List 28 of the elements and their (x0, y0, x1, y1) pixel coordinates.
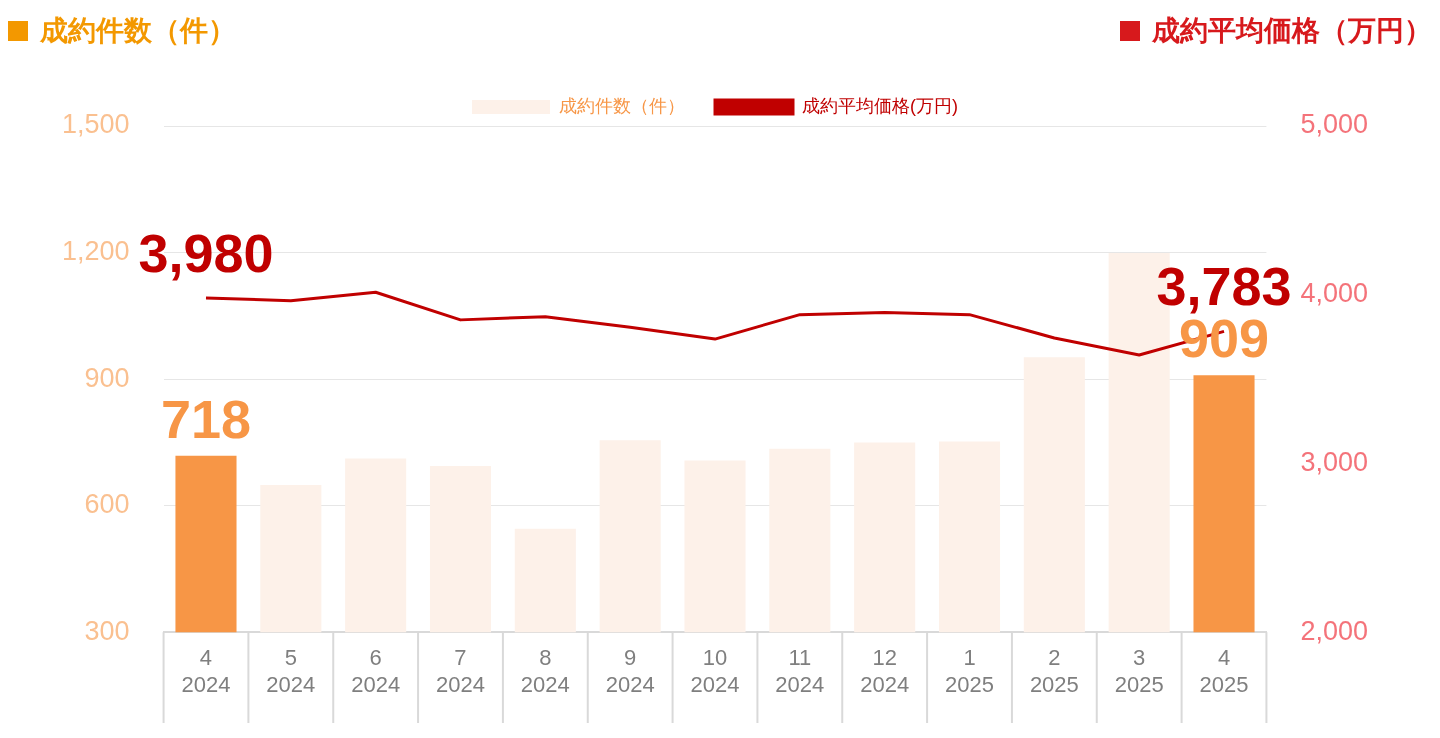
x-tick-label: 4 2024 (181, 645, 231, 697)
y2-tick-label: 5,000 (1300, 109, 1369, 140)
x-tick-label: 1 2025 (945, 645, 994, 697)
y-tick-label: 900 (84, 362, 130, 393)
x-tick-label: 6 2024 (351, 645, 401, 697)
x-tick-label: 9 2024 (605, 645, 655, 697)
y2-tick-label: 3,000 (1300, 446, 1369, 477)
x-tick-label: 12 2024 (860, 645, 910, 697)
y2-tick-label: 4,000 (1300, 278, 1369, 309)
x-tick-label: 8 2024 (520, 645, 570, 697)
y-tick-label: 300 (84, 615, 130, 646)
x-tick-label: 7 2024 (436, 645, 485, 697)
x-tick-label: 5 2024 (266, 645, 316, 697)
x-tick-label: 2 2025 (1029, 645, 1079, 697)
x-tick-label: 3 2025 (1114, 645, 1164, 697)
data-label: 718 (160, 388, 252, 449)
y-tick-label: 600 (84, 489, 130, 520)
legend-label: 成約平均価格(万円) (802, 95, 959, 116)
data-label: 3,980 (138, 223, 274, 283)
y-tick-label: 1,200 (61, 236, 130, 266)
x-tick-label: 11 2024 (775, 645, 825, 697)
y-axis-title: 成約件数（件） (40, 14, 236, 48)
x-tick-label: 10 2024 (690, 645, 740, 697)
y-tick-label: 1,500 (61, 109, 130, 140)
y2-tick-label: 2,000 (1300, 615, 1369, 646)
y2-axis-title: 成約平均価格（万円） (1152, 14, 1432, 48)
legend-label: 成約件数（件） (559, 95, 686, 116)
x-tick-label: 4 2025 (1199, 645, 1249, 697)
